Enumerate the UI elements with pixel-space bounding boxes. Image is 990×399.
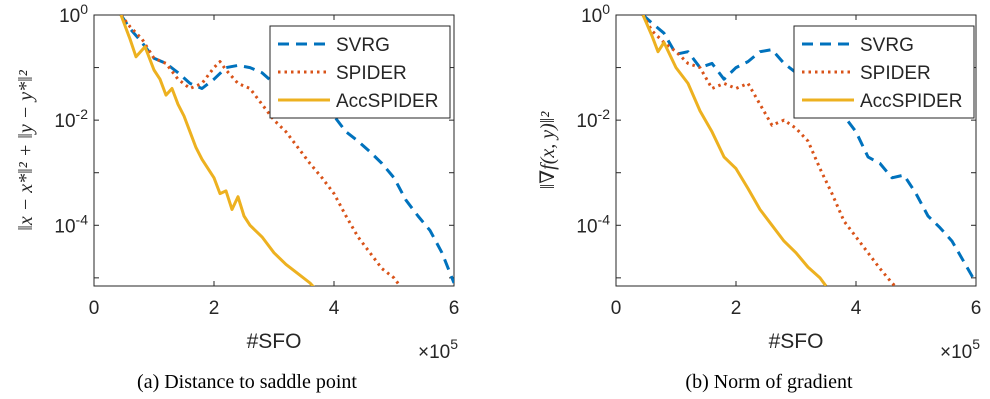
legend-label: AccSPIDER (860, 91, 962, 112)
plot-area (93, 14, 455, 287)
y-tick-label: 10-2 (576, 106, 610, 132)
plot-area (615, 14, 977, 287)
y-tick-label: 100 (581, 1, 610, 27)
x-tick-label: 2 (731, 298, 742, 319)
y-tick-label: 10-2 (54, 106, 88, 132)
series-line-accspider (119, 15, 315, 286)
series-line-spider (119, 15, 402, 286)
y-tick-label: 10-4 (54, 211, 88, 237)
legend-label: SVRG (860, 35, 914, 56)
legend-label: SPIDER (860, 63, 931, 84)
x-tick-label: 0 (89, 298, 100, 319)
y-axis-label: ‖x − x*‖² + ‖y − y*‖² (15, 69, 37, 230)
legend: SVRG SPIDER AccSPIDER (269, 25, 451, 119)
x-tick-label: 6 (449, 298, 460, 319)
series-line-svrg (119, 15, 454, 284)
x-tick-label: 0 (611, 298, 622, 319)
series-line-accspider (641, 15, 828, 286)
x-tick-label: 4 (329, 298, 340, 319)
legend-label: SVRG (336, 35, 390, 56)
legend-label: AccSPIDER (336, 91, 438, 112)
series-line-spider (641, 15, 897, 286)
chart-panel-1: 0 2 4 6 10-4 10-2 100 SVRG SPIDER AccSPIDER #SFO ×1… (15, 1, 459, 393)
x-tick-label: 2 (209, 298, 220, 319)
y-tick-label: 100 (59, 1, 88, 27)
subfigure-caption: (a) Distance to saddle point (137, 371, 357, 393)
x-axis-label: #SFO (247, 330, 302, 353)
x-axis-label: #SFO (769, 330, 824, 353)
x-tick-label: 4 (851, 298, 862, 319)
x-multiplier: ×105 (418, 336, 458, 363)
y-axis-label: ‖∇f(x, y)‖² (537, 111, 559, 190)
x-multiplier: ×105 (940, 336, 980, 363)
legend-label: SPIDER (336, 63, 407, 84)
y-tick-label: 10-4 (576, 211, 610, 237)
x-tick-label: 6 (971, 298, 982, 319)
legend: SVRG SPIDER AccSPIDER (793, 25, 975, 119)
chart-panel-2: 0 2 4 6 10-4 10-2 100 SVRG SPIDER AccSPIDER #SFO ×1… (537, 1, 981, 393)
subfigure-caption: (b) Norm of gradient (685, 371, 853, 393)
